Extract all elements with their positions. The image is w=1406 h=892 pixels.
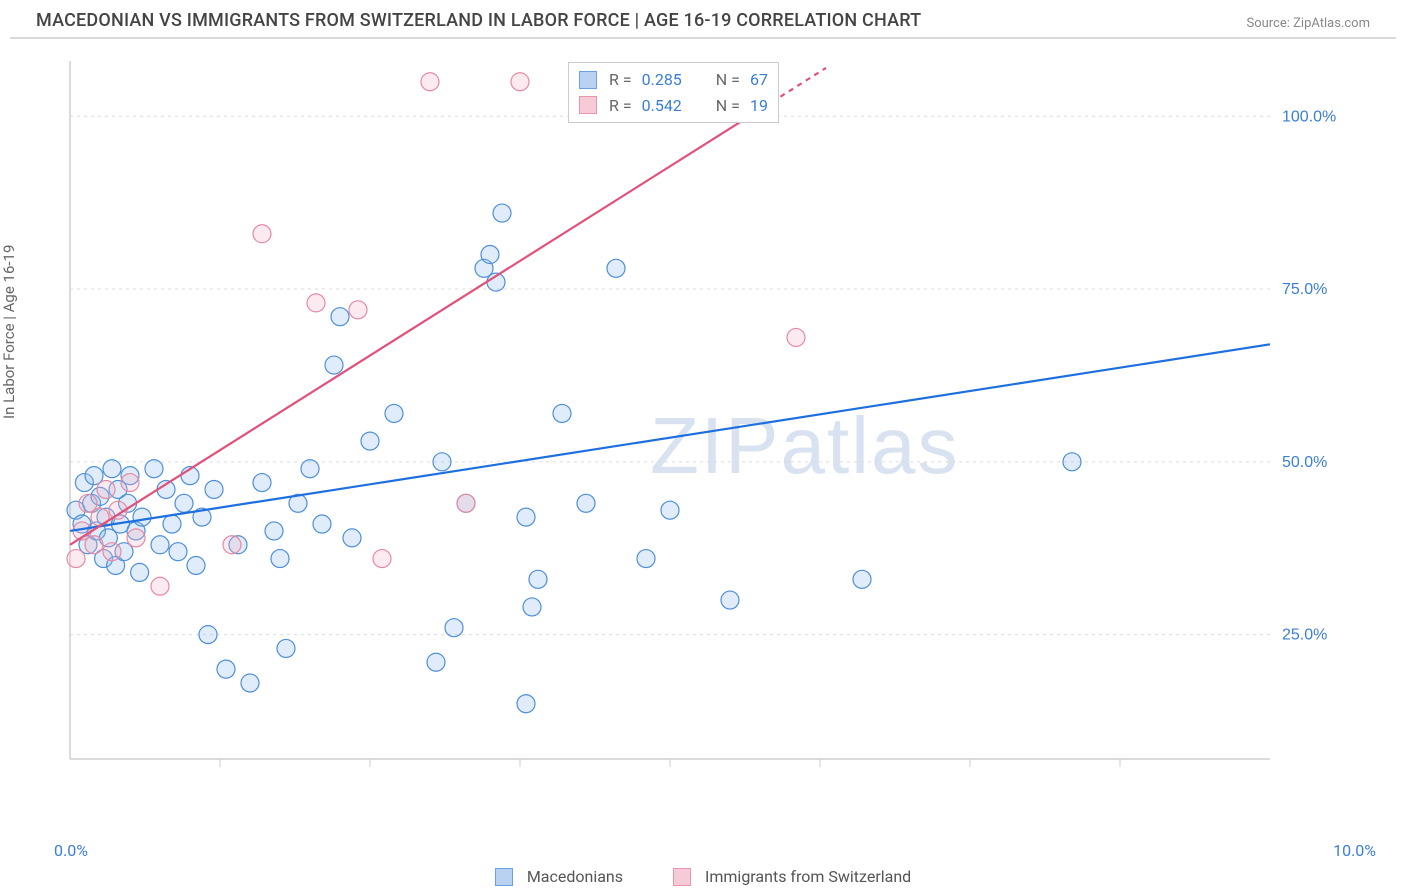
- legend-item-blue: Macedonians: [495, 867, 623, 886]
- n-label: N =: [716, 67, 740, 93]
- n-label: N =: [716, 93, 740, 119]
- stats-legend: R = 0.285 N = 67 R = 0.542 N = 19: [568, 62, 779, 123]
- n-value: 19: [750, 93, 768, 119]
- swatch-blue-icon: [495, 868, 513, 886]
- svg-text:75.0%: 75.0%: [1282, 281, 1327, 298]
- x-axis-labels: 0.0% 10.0%: [0, 841, 1406, 860]
- r-value: 0.542: [642, 93, 682, 119]
- r-label: R =: [609, 67, 632, 93]
- series-legend: Macedonians Immigrants from Switzerland: [0, 867, 1406, 886]
- swatch-pink-icon: [673, 868, 691, 886]
- stats-row-pink: R = 0.542 N = 19: [579, 93, 768, 119]
- swatch-pink-icon: [579, 96, 597, 114]
- chart-container: MACEDONIAN VS IMMIGRANTS FROM SWITZERLAN…: [0, 0, 1406, 892]
- source-attribution: Source: ZipAtlas.com: [1246, 16, 1370, 31]
- r-label: R =: [609, 93, 632, 119]
- y-axis-label: In Labor Force | Age 16-19: [0, 245, 18, 419]
- r-value: 0.285: [642, 67, 682, 93]
- swatch-blue-icon: [579, 71, 597, 89]
- x-min-label: 0.0%: [54, 841, 88, 860]
- plot-area: 25.0% 50.0% 75.0% 100.0%: [60, 55, 1360, 825]
- legend-item-pink: Immigrants from Switzerland: [673, 867, 911, 886]
- scatter-svg: 25.0% 50.0% 75.0% 100.0%: [60, 55, 1360, 825]
- chart-title: MACEDONIAN VS IMMIGRANTS FROM SWITZERLAN…: [36, 10, 921, 31]
- svg-text:50.0%: 50.0%: [1282, 454, 1327, 471]
- svg-text:25.0%: 25.0%: [1282, 627, 1327, 644]
- title-bar: MACEDONIAN VS IMMIGRANTS FROM SWITZERLAN…: [10, 0, 1396, 39]
- legend-label: Immigrants from Switzerland: [705, 867, 911, 886]
- x-max-label: 10.0%: [1333, 841, 1376, 860]
- n-value: 67: [750, 67, 768, 93]
- stats-row-blue: R = 0.285 N = 67: [579, 67, 768, 93]
- svg-text:100.0%: 100.0%: [1282, 108, 1336, 125]
- legend-label: Macedonians: [527, 867, 623, 886]
